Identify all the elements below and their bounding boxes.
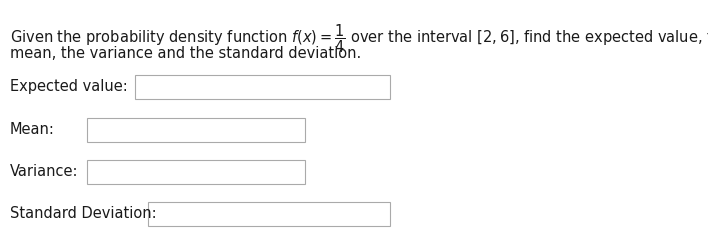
FancyBboxPatch shape: [148, 202, 390, 226]
Text: Standard Deviation:: Standard Deviation:: [10, 206, 156, 221]
FancyBboxPatch shape: [87, 118, 305, 142]
Text: Variance:: Variance:: [10, 165, 79, 180]
FancyBboxPatch shape: [135, 75, 390, 99]
Text: mean, the variance and the standard deviation.: mean, the variance and the standard devi…: [10, 46, 361, 61]
Text: Expected value:: Expected value:: [10, 79, 127, 94]
Text: Given the probability density function $f(x) = \dfrac{1}{4}$ over the interval $: Given the probability density function $…: [10, 22, 708, 55]
FancyBboxPatch shape: [87, 160, 305, 184]
Text: Mean:: Mean:: [10, 123, 55, 138]
